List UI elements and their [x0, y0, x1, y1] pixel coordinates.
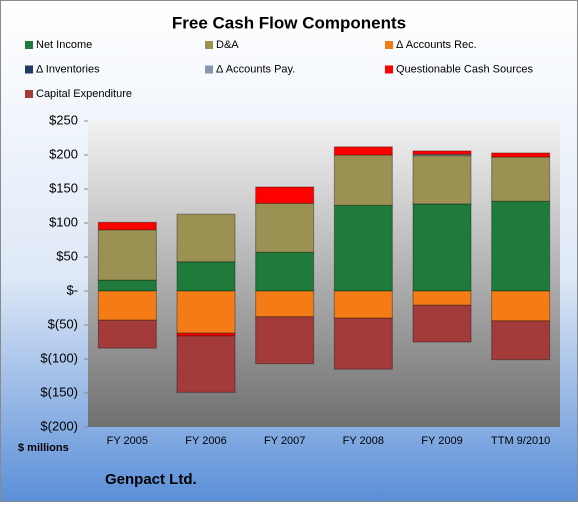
y-axis-label: $ millions [18, 442, 69, 454]
bar-segment [255, 290, 315, 318]
bar-segment [97, 229, 157, 281]
bar-segment [97, 221, 157, 231]
bar-segment [491, 200, 551, 292]
bar-segment [176, 213, 236, 263]
y-tick-label: $50 [56, 248, 78, 263]
y-tick-label: $(100) [40, 350, 78, 365]
bar-segment [97, 319, 157, 349]
bar-segment [412, 203, 472, 292]
legend-swatch [385, 65, 393, 74]
y-tick-label: $(50) [48, 316, 78, 331]
legend-label: Capital Expenditure [36, 88, 132, 100]
legend-swatch [25, 41, 33, 49]
x-tick-label: FY 2006 [185, 435, 226, 447]
bar-segment [333, 204, 393, 292]
bar-segment [255, 251, 315, 292]
bar-segment [97, 279, 157, 292]
legend-label: Δ Accounts Pay. [216, 63, 295, 75]
legend-swatch [385, 41, 393, 49]
legend-swatch [25, 90, 33, 98]
bar-segment [412, 150, 472, 155]
bar-segment [176, 261, 236, 292]
chart-title: Free Cash Flow Components [172, 13, 406, 32]
x-tick-label: FY 2009 [421, 435, 462, 447]
legend-label: Questionable Cash Sources [396, 63, 533, 75]
bar-segment [333, 154, 393, 206]
y-tick-label: $100 [49, 214, 78, 229]
x-tick-label: TTM 9/2010 [491, 435, 550, 447]
bar-segment [412, 155, 472, 205]
bar-segment [255, 316, 315, 365]
legend-label: D&A [216, 39, 239, 51]
bar-segment [176, 335, 236, 393]
legend-label: Δ Accounts Rec. [396, 39, 477, 51]
y-tick-label: $- [66, 282, 78, 297]
footer: Genpact Ltd. [105, 471, 197, 488]
bar-segment [333, 290, 393, 319]
bar-segment [255, 202, 315, 253]
bar-segment [412, 153, 472, 157]
bar-segment [333, 317, 393, 370]
plot-area [88, 121, 560, 427]
y-tick-label: $150 [49, 180, 78, 195]
bar-segment [412, 304, 472, 343]
bar-segment [491, 152, 551, 158]
bar-segment [491, 320, 551, 361]
bar-segment [176, 290, 236, 334]
bar-segment [491, 156, 551, 202]
bar-segment [97, 290, 157, 321]
bar-segment [412, 290, 472, 306]
bar-segment [491, 290, 551, 322]
y-tick-label: $200 [49, 146, 78, 161]
legend-swatch [25, 65, 33, 74]
legend-label: Net Income [36, 39, 92, 51]
bar-segment [333, 146, 393, 156]
x-tick-label: FY 2007 [264, 435, 305, 447]
x-tick-label: FY 2008 [343, 435, 384, 447]
legend-swatch [205, 65, 213, 74]
y-tick-label: $250 [49, 112, 78, 127]
y-tick-label: $(200) [40, 418, 78, 433]
x-tick-label: FY 2005 [107, 435, 148, 447]
legend-label: Δ Inventories [36, 63, 100, 75]
y-tick-label: $(150) [40, 384, 78, 399]
legend-swatch [205, 41, 213, 49]
bar-segment [255, 186, 315, 204]
